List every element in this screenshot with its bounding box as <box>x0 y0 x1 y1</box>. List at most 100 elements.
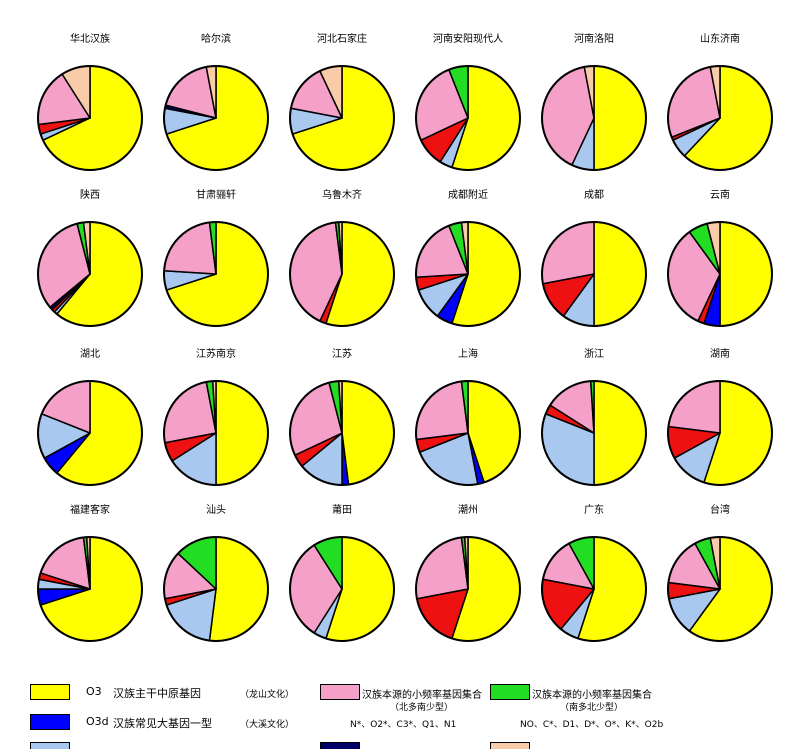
legend-swatch-light-blue <box>30 742 70 749</box>
pie: 成都附近 <box>415 188 521 327</box>
pie-title: 乌鲁木齐 <box>322 188 362 201</box>
pie-title: 江苏南京 <box>196 347 236 360</box>
pie: 甘肃骊轩 <box>163 188 269 327</box>
legend-label-o3d: 汉族常见大基因一型 <box>113 717 212 730</box>
pie-title: 江苏 <box>332 347 352 360</box>
legend-swatch-o3d <box>30 714 70 730</box>
pie: 云南 <box>667 188 773 327</box>
pie-outline <box>163 380 269 486</box>
pie-outline <box>289 65 395 171</box>
legend-sub-pink: （北多南少型） <box>390 703 454 713</box>
pie-outline <box>541 65 647 171</box>
pie-slice <box>215 380 269 486</box>
pie-outline <box>163 65 269 171</box>
pie-outline <box>37 380 143 486</box>
pie-outline <box>37 536 143 642</box>
pie: 华北汉族 <box>37 32 143 171</box>
pie-outline <box>667 65 773 171</box>
legend-culture-longshan: （龙山文化） <box>240 690 295 700</box>
pie-outline <box>415 380 521 486</box>
pie-outline <box>415 65 521 171</box>
pie-outline <box>667 380 773 486</box>
pie-slice <box>208 536 269 642</box>
pie-title: 湖南 <box>710 347 730 360</box>
pie-outline <box>541 536 647 642</box>
pie: 成都 <box>541 189 647 327</box>
legend-code-o3d: O3d <box>86 715 109 728</box>
pie-slice <box>593 221 647 327</box>
pie: 河北石家庄 <box>289 32 395 171</box>
pie-outline <box>37 221 143 327</box>
pie-title: 潮州 <box>458 503 478 516</box>
pie-outline <box>289 536 395 642</box>
pie-title: 成都附近 <box>448 188 488 201</box>
legend-label-green: 汉族本源的小频率基因集合 <box>532 690 652 701</box>
pie-outline <box>667 221 773 327</box>
pie-title: 汕头 <box>206 504 226 516</box>
pie-slice <box>541 221 595 285</box>
pie: 潮州 <box>415 503 521 642</box>
legend-swatch-green <box>490 684 530 700</box>
pie-outline <box>415 221 521 327</box>
pie-outline <box>289 380 395 486</box>
pie: 汕头 <box>163 504 269 642</box>
legend-code-o3: O3 <box>86 685 102 698</box>
pie-slice <box>593 380 647 486</box>
pie-title: 莆田 <box>332 503 352 516</box>
pie-title: 浙江 <box>584 348 604 360</box>
pie-title: 山东济南 <box>700 32 740 45</box>
pie: 江苏 <box>289 347 395 486</box>
pie-outline <box>415 536 521 642</box>
pie-outline <box>163 536 269 642</box>
pie: 陕西 <box>37 188 143 327</box>
legend-swatch-pink <box>320 684 360 700</box>
pie: 河南安阳现代人 <box>415 32 521 171</box>
pie-outline <box>37 65 143 171</box>
pie-title: 哈尔滨 <box>201 32 231 45</box>
pie-title: 广东 <box>584 503 604 516</box>
legend-green-haplogroups: NO、C*、D1、D*、O*、K*、O2b <box>520 720 664 730</box>
pie: 广东 <box>541 503 647 642</box>
pie-title: 甘肃骊轩 <box>196 188 236 201</box>
pie-title: 台湾 <box>710 503 730 516</box>
legend-swatch-peach <box>490 742 530 749</box>
pie: 哈尔滨 <box>163 32 269 171</box>
pie-title: 河南安阳现代人 <box>433 32 503 45</box>
pie: 山东济南 <box>667 32 773 171</box>
pie-title: 福建客家 <box>70 503 110 516</box>
pie-outline <box>667 536 773 642</box>
pie: 湖南 <box>667 347 773 486</box>
pie-title: 华北汉族 <box>70 32 110 45</box>
pie-outline <box>163 221 269 327</box>
pie: 江苏南京 <box>163 347 269 486</box>
pie-title: 湖北 <box>80 348 100 360</box>
pie: 福建客家 <box>37 503 143 642</box>
pie-outline <box>541 380 647 486</box>
pie: 莆田 <box>289 503 395 642</box>
pie-slice <box>415 380 469 441</box>
pie: 湖北 <box>37 348 143 486</box>
pie-title: 河南洛阳 <box>574 32 614 45</box>
pie-title: 陕西 <box>80 188 100 201</box>
legend-label-o3: 汉族主干中原基因 <box>113 687 201 700</box>
pie-outline <box>289 221 395 327</box>
pie-title: 上海 <box>458 347 478 360</box>
legend-swatch-navy <box>320 742 360 749</box>
pie-outline <box>541 221 647 327</box>
pie-title: 云南 <box>710 188 730 201</box>
pie-slice <box>719 221 773 327</box>
legend-sub-green: （南多北少型） <box>560 703 624 713</box>
pie-slice <box>415 536 469 600</box>
pie-title: 河北石家庄 <box>317 32 367 45</box>
pie-title: 成都 <box>584 189 604 201</box>
legend-label-pink: 汉族本源的小频率基因集合 <box>362 690 482 701</box>
legend-swatch-o3 <box>30 684 70 700</box>
legend-culture-daxi: （大溪文化） <box>240 720 295 730</box>
pie: 河南洛阳 <box>541 32 647 171</box>
pie: 乌鲁木齐 <box>289 188 395 327</box>
pie: 上海 <box>415 347 521 486</box>
pie-slice <box>593 65 647 171</box>
pie: 台湾 <box>667 503 773 642</box>
pie: 浙江 <box>541 348 647 486</box>
